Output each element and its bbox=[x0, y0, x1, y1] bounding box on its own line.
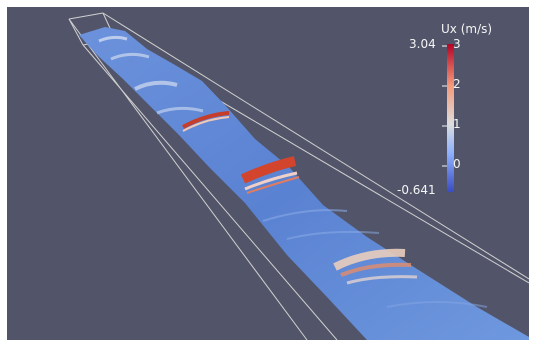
colorbar-min-label: -0.641 bbox=[397, 183, 436, 197]
render-viewport[interactable]: Ux (m/s) 3.04 3 2 1 0 -0.641 bbox=[7, 7, 529, 340]
colorbar-title: Ux (m/s) bbox=[441, 22, 493, 36]
colorbar-tick-label-0: 0 bbox=[453, 157, 461, 171]
colorbar-tick-label-2: 2 bbox=[453, 77, 461, 91]
colorbar bbox=[442, 44, 454, 192]
colorbar-gradient bbox=[447, 44, 454, 192]
scene-canvas[interactable] bbox=[7, 7, 529, 340]
colorbar-tick-label-3: 3 bbox=[453, 37, 461, 51]
flow-surface bbox=[79, 27, 529, 340]
colorbar-tick-label-1: 1 bbox=[453, 117, 461, 131]
colorbar-max-label: 3.04 bbox=[409, 37, 436, 51]
